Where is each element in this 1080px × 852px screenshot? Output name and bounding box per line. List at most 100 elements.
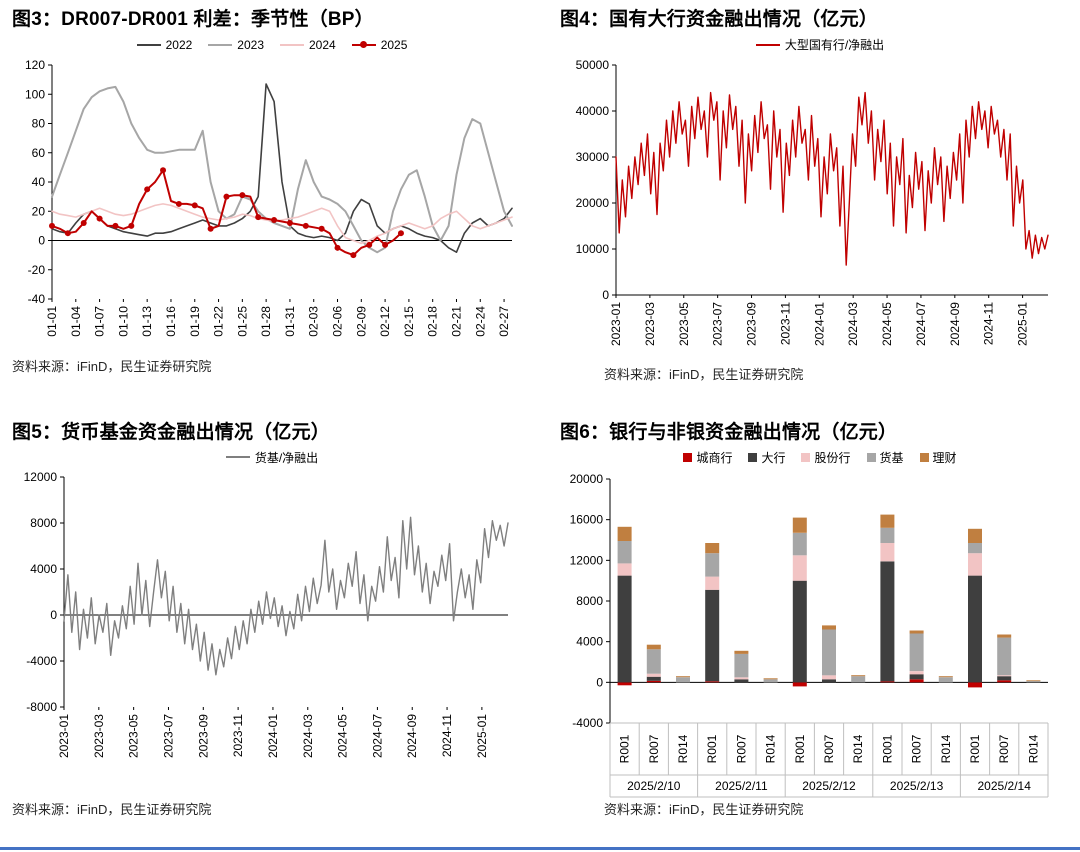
y-axis: -40 -20 0 20 40 60 80 100 120	[25, 58, 512, 306]
legend-item: 2023	[208, 38, 264, 52]
svg-text:2024-03: 2024-03	[301, 714, 315, 758]
svg-text:40: 40	[32, 175, 46, 189]
svg-text:R001: R001	[705, 735, 719, 764]
svg-text:R014: R014	[764, 735, 778, 764]
figure-4: 图4：国有大行资金融出情况（亿元） 大型国有行/净融出 0 10000 20000 3…	[560, 4, 1080, 383]
figure-6-title: 图6：银行与非银资金融出情况（亿元）	[560, 421, 898, 443]
svg-text:2024-09: 2024-09	[405, 714, 419, 758]
svg-text:-4000: -4000	[26, 654, 57, 668]
svg-text:2023-11: 2023-11	[778, 301, 792, 344]
legend-swatch-square-icon	[748, 452, 758, 462]
legend-item: 货基	[866, 449, 904, 466]
svg-text:4000: 4000	[30, 562, 57, 576]
x-axis: 2023-01 2023-03 2023-05 2023-07 2023-09 2023-…	[609, 294, 1030, 346]
svg-text:R007: R007	[647, 735, 661, 764]
svg-text:01-19: 01-19	[188, 305, 202, 336]
svg-text:2024-07: 2024-07	[914, 301, 928, 345]
figure-3-title: 图3：DR007-DR001 利差：季节性（BP）	[12, 9, 374, 30]
svg-text:2023-03: 2023-03	[643, 301, 657, 345]
page-footer-rule	[0, 847, 1080, 850]
legend-swatch-line-icon	[225, 456, 250, 459]
figures-grid: 图3：DR007-DR001 利差：季节性（BP） 2022 2023 2024 20…	[12, 4, 1080, 819]
svg-text:2023-05: 2023-05	[127, 714, 141, 758]
svg-text:2024-07: 2024-07	[370, 714, 384, 758]
legend-marker-dot-icon	[359, 41, 367, 49]
svg-text:2023-07: 2023-07	[161, 714, 175, 758]
svg-text:8000: 8000	[576, 594, 603, 608]
series-2023	[51, 85, 513, 253]
svg-text:2024-03: 2024-03	[846, 301, 860, 345]
svg-text:80: 80	[32, 116, 46, 130]
legend-label: 2022	[165, 37, 193, 52]
svg-text:R014: R014	[851, 735, 865, 764]
legend-swatch-line-icon	[755, 43, 780, 46]
svg-text:02-18: 02-18	[426, 305, 440, 336]
figure-6-legend: 城商行 大行 股份行 货基 理财	[560, 447, 1080, 467]
svg-text:02-09: 02-09	[354, 305, 368, 336]
figure-6: 图6：银行与非银资金融出情况（亿元） 城商行 大行 股份行 货基 理财 -4000 0 40…	[560, 417, 1080, 819]
legend-swatch-square-icon	[683, 452, 693, 462]
legend-swatch-line-icon	[351, 41, 376, 49]
svg-text:50000: 50000	[576, 58, 610, 72]
y-axis: -8000 -4000 0 4000 8000 12000	[24, 470, 508, 714]
svg-text:120: 120	[25, 58, 45, 72]
svg-text:0: 0	[50, 608, 57, 622]
svg-text:01-04: 01-04	[69, 305, 83, 336]
svg-text:01-10: 01-10	[116, 305, 130, 336]
figure-5-title: 图5：货币基金资金融出情况（亿元）	[12, 421, 330, 443]
svg-text:16000: 16000	[570, 513, 604, 527]
svg-text:R007: R007	[910, 735, 924, 764]
svg-text:01-22: 01-22	[212, 305, 226, 336]
svg-text:-20: -20	[28, 262, 46, 276]
svg-text:01-16: 01-16	[164, 305, 178, 336]
svg-text:20000: 20000	[576, 196, 610, 210]
svg-text:01-07: 01-07	[93, 305, 107, 336]
series-2022	[51, 82, 513, 253]
svg-text:4000: 4000	[576, 635, 603, 649]
series-2025	[49, 166, 404, 258]
legend-item: 城商行	[683, 449, 732, 466]
svg-text:01-13: 01-13	[140, 305, 154, 336]
figure-5: 图5：货币基金资金融出情况（亿元） 货基/净融出 -8000 -4000 0 4000…	[12, 417, 532, 819]
svg-text:2023-07: 2023-07	[711, 301, 725, 345]
svg-text:2024-01: 2024-01	[266, 714, 280, 758]
svg-text:R014: R014	[939, 735, 953, 764]
svg-text:2025-01: 2025-01	[1016, 301, 1030, 345]
svg-text:2024-05: 2024-05	[880, 301, 894, 345]
legend-item: 大型国有行/净融出	[755, 36, 884, 53]
figure-4-source: 资料来源：iFinD，民生证券研究院	[604, 366, 804, 382]
svg-text:40000: 40000	[576, 104, 610, 118]
figure-5-legend: 货基/净融出	[12, 447, 532, 467]
figure-5-source: 资料来源：iFinD，民生证券研究院	[12, 802, 212, 818]
svg-text:-8000: -8000	[26, 700, 57, 714]
svg-text:R014: R014	[676, 735, 690, 764]
svg-text:12000: 12000	[24, 470, 58, 484]
svg-text:2024-01: 2024-01	[812, 301, 826, 345]
svg-text:2025-01: 2025-01	[475, 714, 489, 758]
svg-text:2025/2/10: 2025/2/10	[627, 779, 681, 793]
legend-swatch-line-icon	[136, 43, 161, 46]
svg-text:30000: 30000	[576, 150, 610, 164]
svg-text:20: 20	[32, 204, 46, 218]
svg-text:R007: R007	[822, 735, 836, 764]
svg-text:2025/2/14: 2025/2/14	[978, 779, 1032, 793]
figure-4-title: 图4：国有大行资金融出情况（亿元）	[560, 9, 878, 30]
svg-text:60: 60	[32, 145, 46, 159]
x-axis: 2023-01 2023-03 2023-05 2023-07 2023-09 2023-…	[57, 707, 489, 758]
svg-text:2023-11: 2023-11	[231, 714, 245, 757]
svg-text:2024-05: 2024-05	[336, 714, 350, 758]
svg-text:2023-05: 2023-05	[677, 301, 691, 345]
legend-label: 2025	[380, 37, 408, 52]
svg-text:0: 0	[602, 288, 609, 302]
svg-text:20000: 20000	[570, 472, 604, 486]
figure-4-legend: 大型国有行/净融出	[560, 35, 1080, 55]
legend-item: 股份行	[801, 449, 851, 466]
x-axis: 01-01 01-04 01-07 01-10 01-13 01-16 01-19 01-22…	[45, 298, 511, 336]
svg-text:02-03: 02-03	[307, 305, 321, 336]
svg-text:2025/2/13: 2025/2/13	[890, 779, 944, 793]
svg-text:2025/2/12: 2025/2/12	[802, 779, 856, 793]
svg-text:2023-01: 2023-01	[609, 301, 623, 345]
legend-item: 2022	[136, 37, 193, 52]
svg-text:-4000: -4000	[572, 716, 603, 730]
